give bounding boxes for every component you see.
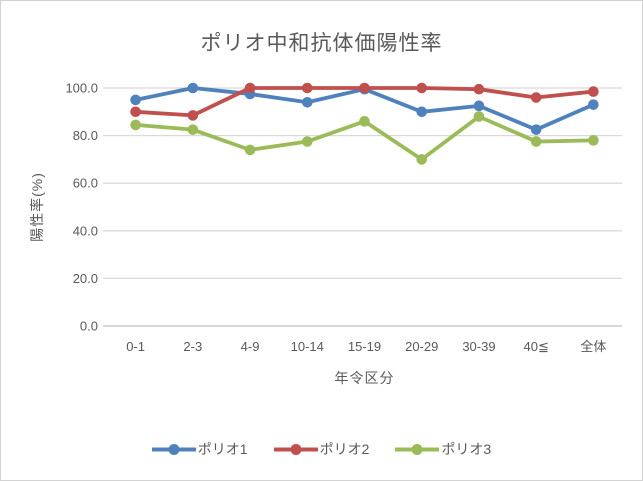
legend-label: ポリオ2 xyxy=(319,441,370,457)
y-tick-label: 80.0 xyxy=(73,128,98,143)
legend-item-1: ポリオ1 xyxy=(151,439,248,459)
data-point-marker xyxy=(530,136,542,147)
data-point-marker xyxy=(301,96,313,108)
legend-label: ポリオ3 xyxy=(441,441,492,457)
legend-marker xyxy=(411,443,423,455)
x-tick-label: 全体 xyxy=(580,339,606,354)
data-point-marker xyxy=(130,119,141,131)
x-axis-title: 年令区分 xyxy=(334,370,395,386)
y-tick-label: 60.0 xyxy=(73,176,98,191)
legend-item-3: ポリオ3 xyxy=(395,439,491,459)
y-tick-label: 20.0 xyxy=(73,271,98,286)
data-point-marker xyxy=(130,94,141,106)
x-tick-label: 4-9 xyxy=(241,339,260,354)
data-point-marker xyxy=(359,116,370,127)
data-point-marker xyxy=(416,154,428,165)
x-tick-label: 40≦ xyxy=(523,339,548,354)
data-point-marker xyxy=(187,124,199,135)
data-point-marker xyxy=(588,99,599,110)
y-tick-label: 0.0 xyxy=(80,319,98,334)
legend: ポリオ1 ポリオ2 ポリオ3 xyxy=(1,439,642,459)
data-point-marker xyxy=(130,106,141,118)
data-point-marker xyxy=(473,111,485,122)
data-point-marker xyxy=(588,86,599,97)
x-tick-label: 0-1 xyxy=(126,339,145,354)
data-point-marker xyxy=(588,135,599,146)
legend-marker xyxy=(168,443,180,455)
data-point-marker xyxy=(301,82,313,94)
y-tick-label: 100.0 xyxy=(65,81,98,96)
legend-item-2: ポリオ2 xyxy=(273,439,370,459)
data-point-marker xyxy=(244,82,256,94)
data-point-marker xyxy=(244,144,256,156)
data-point-marker xyxy=(473,83,485,95)
data-point-marker xyxy=(473,100,485,112)
data-point-marker xyxy=(416,106,428,118)
data-point-marker xyxy=(359,82,370,94)
y-axis-title: 陽性率(%) xyxy=(29,172,45,242)
x-tick-label: 30-39 xyxy=(462,339,495,354)
x-tick-label: 15-19 xyxy=(348,339,381,354)
data-point-marker xyxy=(301,136,313,147)
data-point-marker xyxy=(416,82,428,94)
legend-label: ポリオ1 xyxy=(197,441,248,457)
legend-line-marker-icon xyxy=(395,443,440,455)
data-point-marker xyxy=(187,82,199,94)
data-point-marker xyxy=(530,92,542,103)
x-tick-label: 2-3 xyxy=(183,339,202,354)
x-tick-label: 20-29 xyxy=(405,339,438,354)
legend-line-marker-icon xyxy=(273,443,318,455)
chart-title: ポリオ中和抗体価陽性率 xyxy=(200,32,443,55)
data-point-marker xyxy=(530,124,542,135)
data-point-marker xyxy=(187,110,199,121)
legend-marker xyxy=(290,443,302,455)
legend-line-marker-icon xyxy=(151,443,196,455)
x-tick-label: 10-14 xyxy=(291,339,324,354)
y-tick-label: 40.0 xyxy=(73,223,98,238)
